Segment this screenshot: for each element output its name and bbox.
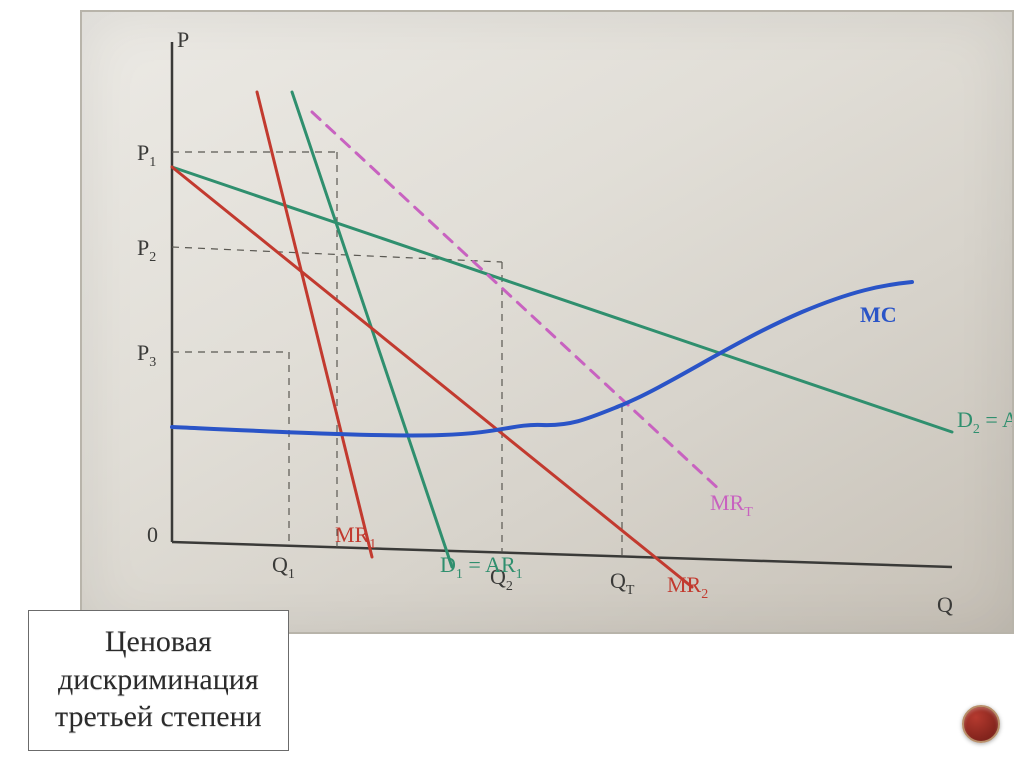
label-origin: 0 [147,522,158,547]
label-d2: D2 = AR2 [957,407,1012,437]
label-p-axis: P [177,27,189,52]
label-d1: D1 = AR1 [440,552,523,582]
label-mc: MC [860,302,897,327]
caption-box: Ценовая дискриминация третьей степени [28,610,289,751]
next-slide-button[interactable] [962,705,1000,743]
price-discrimination-chart: P Q 0 P1 P2 P3 Q1 Q2 QT [82,12,1012,632]
label-p1: P1 [137,140,156,170]
label-q-axis: Q [937,592,953,617]
label-p3: P3 [137,340,156,370]
label-q1: Q1 [272,552,295,582]
caption-line-3: третьей степени [55,698,262,736]
curve-mc [172,282,912,435]
axis-labels: P Q 0 P1 P2 P3 Q1 Q2 QT [137,27,953,617]
guide-lines [172,152,622,556]
curve-mr2 [172,167,692,587]
label-p2: P2 [137,235,156,265]
chart-frame: P Q 0 P1 P2 P3 Q1 Q2 QT [80,10,1014,634]
label-qt: QT [610,568,635,598]
slide: P Q 0 P1 P2 P3 Q1 Q2 QT [0,0,1024,767]
caption-line-1: Ценовая [55,623,262,661]
label-mr2: MR2 [667,572,708,602]
label-mrt: MRT [710,490,753,520]
caption-line-2: дискриминация [55,661,262,699]
